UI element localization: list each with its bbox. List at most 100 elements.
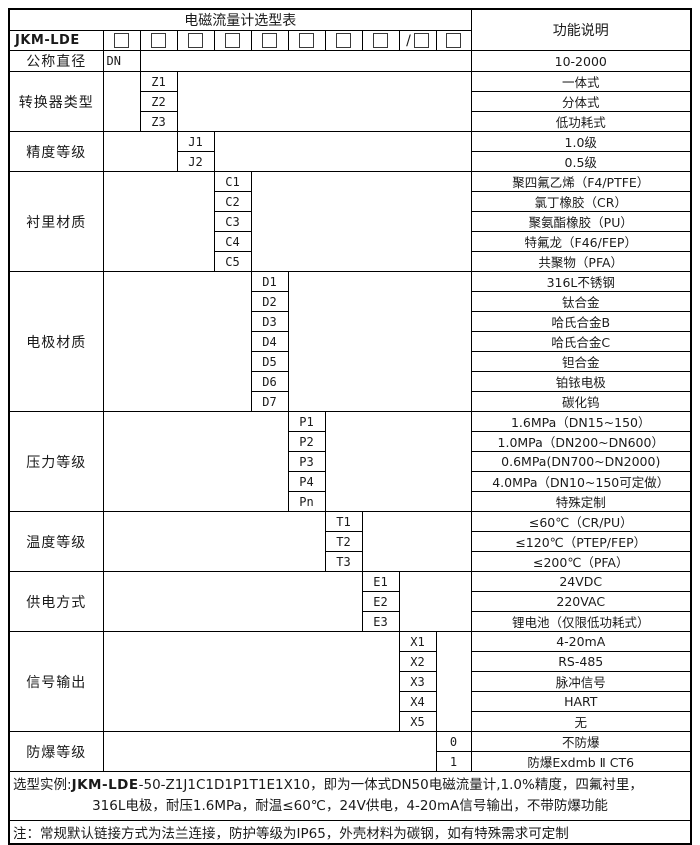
code-cell: P4 (287, 471, 326, 492)
model-checkbox-cell-8[interactable] (361, 30, 400, 51)
spacer-cell (250, 171, 472, 272)
description-cell: RS-485 (470, 651, 692, 672)
checkbox-icon[interactable] (151, 33, 166, 48)
code-cell: 1 (435, 751, 472, 772)
code-cell: E1 (361, 571, 400, 592)
code-cell: Z2 (139, 91, 178, 112)
section-label-pressure: 压力等级 (8, 411, 104, 512)
spacer-cell (176, 71, 472, 132)
code-cell: P1 (287, 411, 326, 432)
model-checkbox-cell-6[interactable] (287, 30, 326, 51)
spacer-cell (102, 71, 141, 132)
model-checkbox-cell-9[interactable]: / (398, 30, 437, 51)
description-cell: 分体式 (470, 91, 692, 112)
description-cell: 一体式 (470, 71, 692, 92)
spacer-cell (213, 131, 472, 172)
spacer-cell (102, 731, 437, 772)
section-label-accuracy: 精度等级 (8, 131, 104, 172)
description-cell: 碳化钨 (470, 391, 692, 412)
slash-separator: / (406, 32, 411, 49)
description-cell: 特殊定制 (470, 491, 692, 512)
code-cell: D4 (250, 331, 289, 352)
code-cell: T3 (324, 551, 363, 572)
checkbox-icon[interactable] (225, 33, 240, 48)
checkbox-icon[interactable] (413, 33, 429, 48)
model-checkbox-cell-10[interactable] (435, 30, 472, 51)
code-cell: X3 (398, 671, 437, 692)
checkbox-icon[interactable] (262, 33, 277, 48)
code-cell: E3 (361, 611, 400, 632)
example-line-1: 选型实例:JKM-LDE-50-Z1J1C1D1P1T1E1X10，即为一体式D… (13, 775, 687, 796)
code-cell: J2 (176, 151, 215, 172)
code-cell: D3 (250, 311, 289, 332)
description-cell: 4-20mA (470, 631, 692, 652)
spacer-cell (139, 50, 472, 72)
checkbox-icon[interactable] (299, 33, 314, 48)
description-cell: 共聚物（PFA） (470, 251, 692, 272)
spacer-cell (435, 631, 472, 732)
example-prefix: 选型实例: (13, 777, 72, 793)
description-cell: 1.6MPa（DN15~150） (470, 411, 692, 432)
code-cell: Pn (287, 491, 326, 512)
flowmeter-selection-table: 电磁流量计选型表 功能说明 JKM-LDE / 公称直径 DN 10-2000 … (8, 8, 692, 845)
spacer-cell (102, 631, 400, 732)
checkbox-icon[interactable] (446, 33, 461, 48)
code-cell: P3 (287, 451, 326, 472)
section-label-electrode: 电极材质 (8, 271, 104, 412)
section-label-converter-type: 转换器类型 (8, 71, 104, 132)
example-model-code: JKM-LDE (71, 777, 139, 793)
model-checkbox-cell-4[interactable] (213, 30, 252, 51)
description-cell: 1.0级 (470, 131, 692, 152)
description-cell: HART (470, 691, 692, 712)
model-checkbox-cell-2[interactable] (139, 30, 178, 51)
code-cell: X5 (398, 711, 437, 732)
model-checkbox-cell-1[interactable] (102, 30, 141, 51)
code-cell: E2 (361, 591, 400, 612)
description-cell: 钛合金 (470, 291, 692, 312)
description-cell: 0.6MPa(DN700~DN2000) (470, 451, 692, 472)
checkbox-icon[interactable] (188, 33, 203, 48)
code-cell: D7 (250, 391, 289, 412)
model-prefix: JKM-LDE (8, 30, 104, 51)
code-cell: Z1 (139, 71, 178, 92)
checkbox-icon[interactable] (114, 33, 129, 48)
code-cell: T1 (324, 511, 363, 532)
section-label-power-supply: 供电方式 (8, 571, 104, 632)
description-cell: 220VAC (470, 591, 692, 612)
section-label-temperature: 温度等级 (8, 511, 104, 572)
code-cell: T2 (324, 531, 363, 552)
example-line1-text: -50-Z1J1C1D1P1T1E1X10，即为一体式DN50电磁流量计,1.0… (138, 777, 643, 793)
description-cell: 特氟龙（F46/FEP） (470, 231, 692, 252)
description-cell: 不防爆 (470, 731, 692, 752)
description-cell: 低功耗式 (470, 111, 692, 132)
spacer-cell (102, 131, 178, 172)
description-cell: 24VDC (470, 571, 692, 592)
table-title: 电磁流量计选型表 (8, 8, 472, 31)
model-checkbox-cell-5[interactable] (250, 30, 289, 51)
code-cell: 0 (435, 731, 472, 752)
function-column-header: 功能说明 (470, 8, 692, 51)
description-cell: 脉冲信号 (470, 671, 692, 692)
description-cell: ≤120℃（PTEP/FEP） (470, 531, 692, 552)
code-cell: C2 (213, 191, 252, 212)
spacer-cell (102, 411, 289, 512)
description-cell: ≤60℃（CR/PU） (470, 511, 692, 532)
code-cell: D6 (250, 371, 289, 392)
code-cell: DN (102, 50, 141, 72)
code-cell: C3 (213, 211, 252, 232)
example-line-2: 316L电极，耐压1.6MPa，耐温≤60℃，24V供电，4-20mA信号输出，… (92, 798, 608, 814)
spacer-cell (102, 511, 326, 572)
code-cell: J1 (176, 131, 215, 152)
description-cell: 无 (470, 711, 692, 732)
model-checkbox-cell-7[interactable] (324, 30, 363, 51)
description-cell: 氯丁橡胶（CR） (470, 191, 692, 212)
footnote: 注：常规默认链接方式为法兰连接，防护等级为IP65，外壳材料为碳钢，如有特殊需求… (8, 820, 692, 845)
model-checkbox-cell-3[interactable] (176, 30, 215, 51)
description-cell: 聚氨酯橡胶（PU） (470, 211, 692, 232)
section-label-signal-output: 信号输出 (8, 631, 104, 732)
checkbox-icon[interactable] (336, 33, 351, 48)
description-cell: 防爆Exdmb Ⅱ CT6 (470, 751, 692, 772)
checkbox-icon[interactable] (373, 33, 388, 48)
spacer-cell (361, 511, 472, 572)
code-cell: X1 (398, 631, 437, 652)
